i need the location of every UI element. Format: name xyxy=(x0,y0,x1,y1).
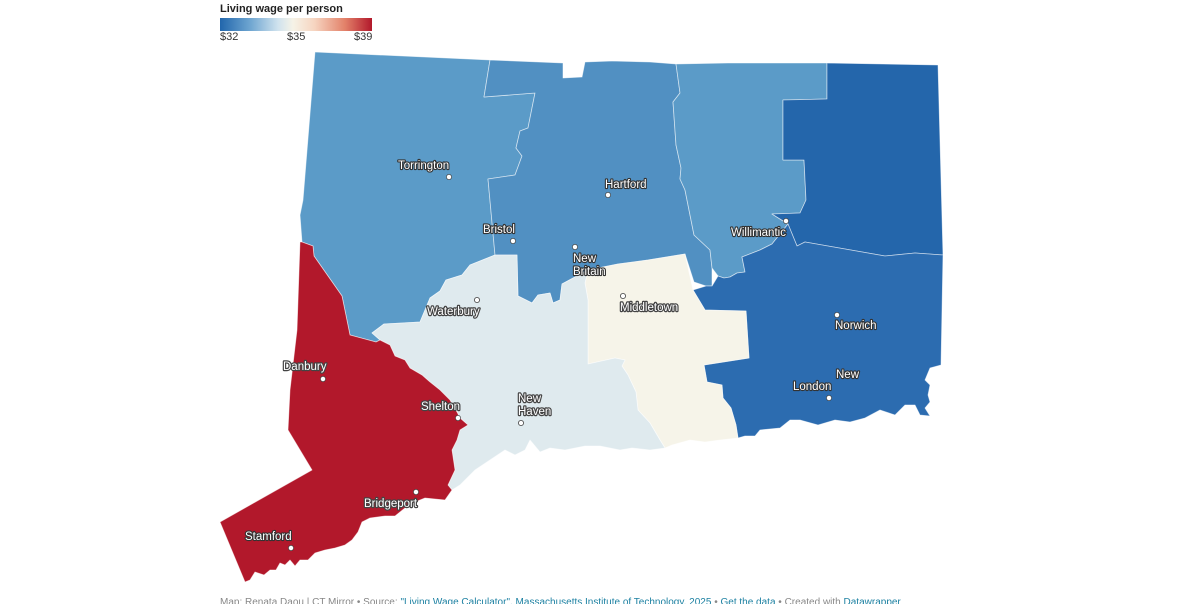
city-label-new-london-2: London xyxy=(793,381,831,393)
footer-separator: • xyxy=(711,597,721,604)
legend-tick-max: $39 xyxy=(354,31,373,43)
city-dot-new-london xyxy=(826,395,832,401)
city-dot-danbury xyxy=(320,376,326,382)
city-label-new-haven-1: New xyxy=(518,393,542,405)
city-label-stamford: Stamford xyxy=(245,531,292,543)
city-label-new-london-1: New xyxy=(836,369,860,381)
region-western-ct[interactable] xyxy=(219,241,469,583)
city-label-middletown: Middletown xyxy=(620,302,678,314)
city-label-willimantic: Willimantic xyxy=(731,227,786,239)
footer-credit: Map: Renata Daou | CT Mirror • Source: xyxy=(220,597,401,604)
datawrapper-link[interactable]: Datawrapper xyxy=(843,597,901,604)
source-link[interactable]: "Living Wage Calculator", Massachusetts … xyxy=(400,597,712,604)
city-label-danbury: Danbury xyxy=(283,361,327,373)
city-dot-waterbury xyxy=(473,296,481,304)
legend-ticks: $32 $35 $39 xyxy=(220,31,372,45)
city-dot-willimantic xyxy=(783,218,789,224)
city-dot-new-haven xyxy=(517,419,525,427)
get-data-link[interactable]: Get the data xyxy=(720,597,776,604)
color-legend: Living wage per person $32 $35 $39 xyxy=(220,2,372,45)
legend-gradient-bar xyxy=(220,18,372,31)
city-dot-shelton xyxy=(455,415,461,421)
city-dot-norwich xyxy=(834,312,840,318)
legend-title: Living wage per person xyxy=(220,3,343,15)
legend-tick-mid: $35 xyxy=(287,31,306,43)
city-dot-bridgeport xyxy=(413,489,419,495)
region-southeastern-ct[interactable] xyxy=(692,223,944,439)
city-label-new-britain-1: New xyxy=(573,253,597,265)
city-label-bristol: Bristol xyxy=(483,224,515,236)
footer-credits: Map: Renata Daou | CT Mirror • Source: "… xyxy=(220,597,901,604)
city-label-new-britain-2: Britain xyxy=(573,266,606,278)
city-dot-stamford xyxy=(288,545,294,551)
city-dot-bristol xyxy=(510,238,516,244)
city-label-waterbury: Waterbury xyxy=(427,306,480,318)
footer-created-with: • Created with xyxy=(775,597,844,604)
legend-tick-min: $32 xyxy=(220,31,239,43)
city-dot-new-britain xyxy=(572,244,578,250)
city-label-new-haven-2: Haven xyxy=(518,406,551,418)
city-label-shelton: Shelton xyxy=(421,401,460,413)
city-label-torrington: Torrington xyxy=(398,160,449,172)
city-label-hartford: Hartford xyxy=(605,179,647,191)
city-dot-hartford xyxy=(605,192,611,198)
city-label-bridgeport: Bridgeport xyxy=(364,498,418,510)
city-label-norwich: Norwich xyxy=(835,320,877,332)
city-dot-torrington xyxy=(446,174,452,180)
city-dot-middletown xyxy=(619,292,627,300)
